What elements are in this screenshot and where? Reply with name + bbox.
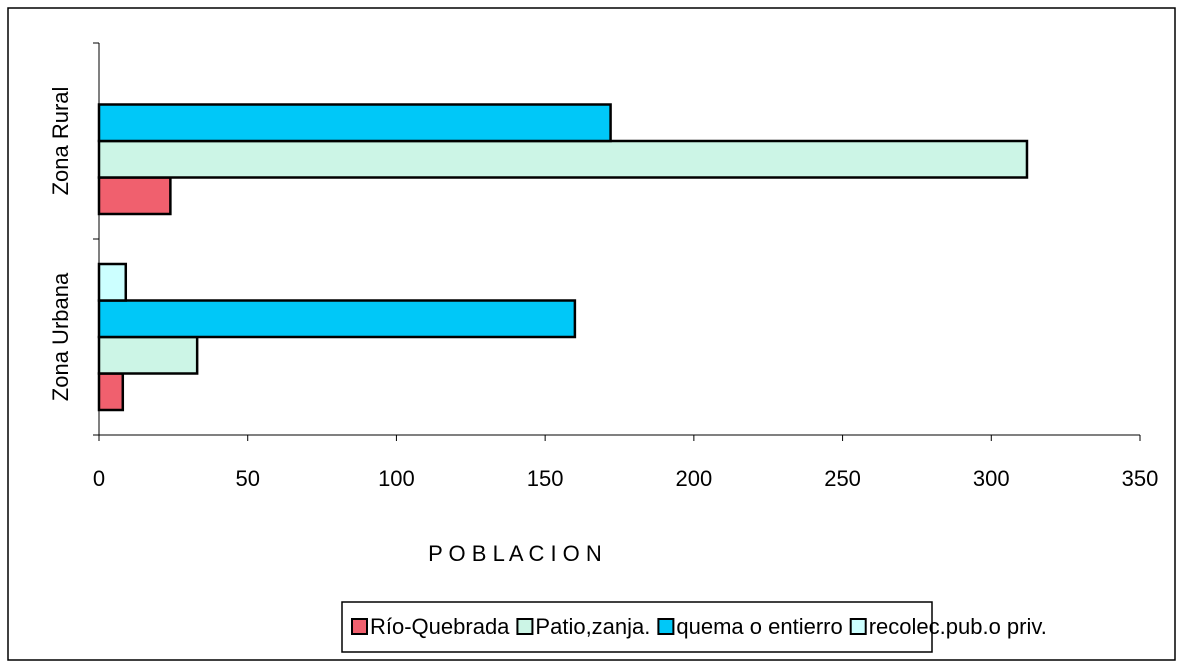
x-tick-label: 250 [824, 466, 861, 491]
bar [97, 372, 125, 412]
legend-box [341, 601, 933, 653]
bar [97, 139, 1029, 179]
x-tick-label: 150 [527, 466, 564, 491]
bar [97, 262, 128, 302]
bar [97, 103, 612, 143]
y-tick-label: Zona Urbana [48, 272, 73, 401]
bar [97, 299, 577, 339]
x-tick-label: 100 [378, 466, 415, 491]
x-tick-label: 200 [675, 466, 712, 491]
x-tick-label: 300 [973, 466, 1010, 491]
x-tick-label: 50 [235, 466, 259, 491]
y-tick-label: Zona Rural [48, 87, 73, 196]
legend-swatch [657, 618, 675, 635]
bar [97, 335, 199, 375]
x-axis-label: P O B L A C I O N [428, 541, 602, 566]
legend-label: Río-Quebrada [370, 614, 510, 639]
legend-label: recolec.pub.o priv. [869, 614, 1047, 639]
legend-swatch [351, 618, 368, 635]
legend-swatch [849, 618, 867, 635]
x-tick-label: 350 [1122, 466, 1159, 491]
legend-label: quema o entierro [676, 614, 842, 639]
legend-label: Patio,zanja. [535, 614, 650, 639]
legend-swatch [516, 618, 534, 635]
bar [97, 176, 172, 216]
x-tick-label: 0 [93, 466, 105, 491]
